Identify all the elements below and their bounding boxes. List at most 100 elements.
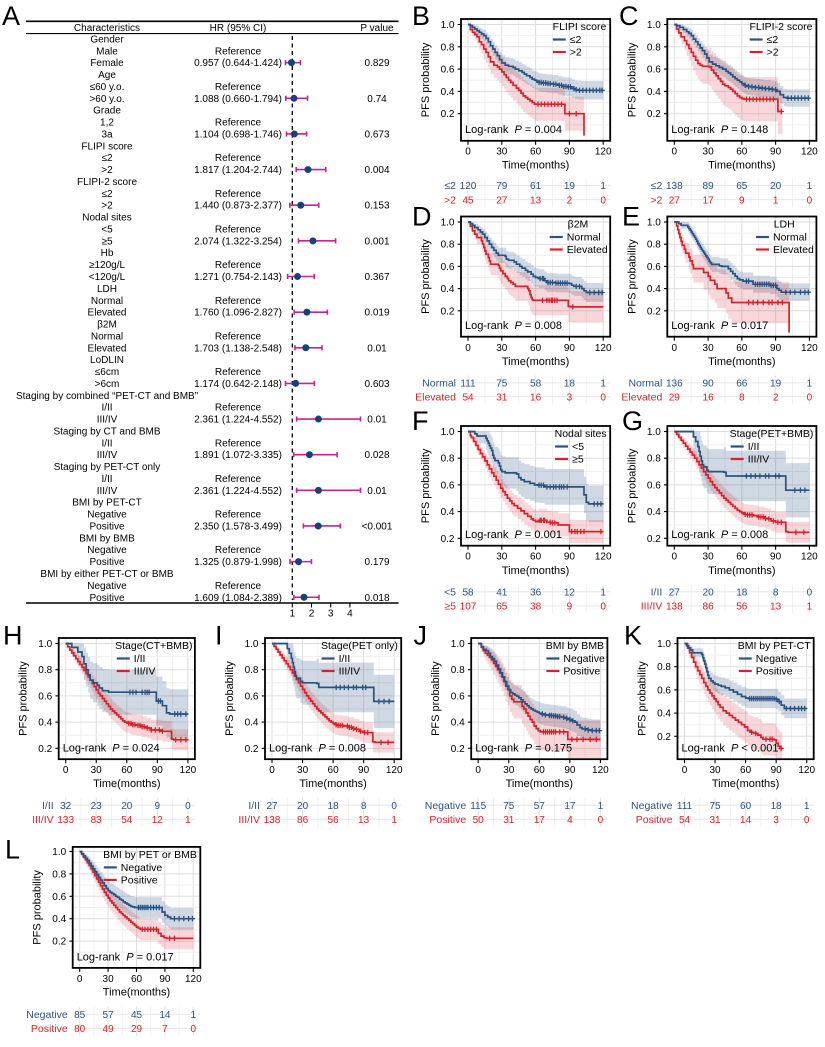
svg-text:60: 60 xyxy=(530,146,542,157)
svg-text:138: 138 xyxy=(666,181,683,192)
svg-text:Reference: Reference xyxy=(215,403,262,414)
svg-text:P value: P value xyxy=(360,23,394,34)
svg-text:60: 60 xyxy=(736,552,748,563)
svg-text:1.0: 1.0 xyxy=(38,639,52,650)
svg-text:1.325 (0.879-1.998): 1.325 (0.879-1.998) xyxy=(194,557,282,568)
svg-text:>60 y.o.: >60 y.o. xyxy=(89,94,124,105)
svg-text:107: 107 xyxy=(460,602,477,613)
svg-text:2: 2 xyxy=(773,393,779,404)
svg-text:Positive: Positive xyxy=(31,1023,68,1035)
svg-text:Time(months): Time(months) xyxy=(712,778,779,790)
svg-text:C: C xyxy=(619,1,639,31)
svg-text:8: 8 xyxy=(361,801,367,812)
svg-text:30: 30 xyxy=(503,765,515,776)
svg-text:Reference: Reference xyxy=(215,581,262,592)
svg-text:0.4: 0.4 xyxy=(647,87,661,98)
svg-text:BMI by BMB: BMI by BMB xyxy=(79,533,135,544)
svg-text:I/II: I/II xyxy=(101,403,112,414)
svg-text:FLIPI-2 score: FLIPI-2 score xyxy=(749,21,812,33)
svg-text:90: 90 xyxy=(564,765,576,776)
svg-text:1: 1 xyxy=(391,815,397,826)
svg-text:Time(months): Time(months) xyxy=(708,160,775,172)
svg-text:0.8: 0.8 xyxy=(647,42,661,53)
svg-text:1: 1 xyxy=(600,588,606,599)
svg-text:Hb: Hb xyxy=(101,248,114,259)
svg-text:90: 90 xyxy=(770,552,782,563)
svg-text:0: 0 xyxy=(807,393,813,404)
svg-text:16: 16 xyxy=(703,393,715,404)
svg-text:Time(months): Time(months) xyxy=(708,565,775,577)
svg-text:86: 86 xyxy=(297,815,309,826)
svg-text:0.4: 0.4 xyxy=(245,718,259,729)
svg-text:0.6: 0.6 xyxy=(647,480,661,491)
svg-text:120: 120 xyxy=(185,974,202,985)
svg-text:80: 80 xyxy=(74,1024,86,1035)
svg-text:36: 36 xyxy=(530,588,542,599)
svg-text:FLIPI score: FLIPI score xyxy=(81,141,133,152)
svg-text:≤60 y.o.: ≤60 y.o. xyxy=(90,82,125,93)
svg-text:1: 1 xyxy=(598,801,604,812)
svg-text:0.001: 0.001 xyxy=(364,236,389,247)
svg-text:20: 20 xyxy=(297,801,309,812)
svg-text:0.4: 0.4 xyxy=(647,507,661,518)
svg-text:30: 30 xyxy=(103,974,115,985)
svg-text:120: 120 xyxy=(180,765,197,776)
svg-text:0.6: 0.6 xyxy=(647,65,661,76)
svg-text:Age: Age xyxy=(98,70,116,81)
svg-text:0: 0 xyxy=(807,195,813,206)
svg-text:Reference: Reference xyxy=(215,82,262,93)
svg-text:90: 90 xyxy=(564,146,576,157)
svg-text:PFS probability: PFS probability xyxy=(224,661,236,736)
svg-text:0: 0 xyxy=(465,343,471,354)
svg-text:Nodal sites: Nodal sites xyxy=(555,428,607,440)
svg-text:38: 38 xyxy=(530,602,542,613)
svg-text:>2: >2 xyxy=(767,47,779,59)
svg-text:≤2: ≤2 xyxy=(101,153,112,164)
svg-text:≤2: ≤2 xyxy=(444,180,456,192)
svg-text:0: 0 xyxy=(191,1024,197,1035)
svg-text:54: 54 xyxy=(462,393,474,404)
svg-text:60: 60 xyxy=(530,552,542,563)
svg-text:27: 27 xyxy=(669,588,681,599)
svg-text:LDH: LDH xyxy=(97,284,117,295)
svg-text:0.4: 0.4 xyxy=(451,718,465,729)
svg-text:2: 2 xyxy=(309,609,315,620)
svg-text:120: 120 xyxy=(460,181,477,192)
svg-text:0.8: 0.8 xyxy=(441,240,455,251)
svg-text:1.0: 1.0 xyxy=(647,427,661,438)
svg-text:133: 133 xyxy=(57,815,74,826)
svg-text:0.829: 0.829 xyxy=(364,58,389,69)
svg-text:0.6: 0.6 xyxy=(647,262,661,273)
svg-text:0: 0 xyxy=(672,146,678,157)
svg-text:β2M: β2M xyxy=(568,219,589,231)
svg-text:0: 0 xyxy=(475,765,481,776)
svg-text:Staging by PET-CT only: Staging by PET-CT only xyxy=(54,462,161,473)
svg-text:0.4: 0.4 xyxy=(441,507,455,518)
svg-text:Normal: Normal xyxy=(422,378,456,390)
svg-text:III/IV: III/IV xyxy=(134,666,156,678)
svg-text:58: 58 xyxy=(530,379,542,390)
svg-text:≥5: ≥5 xyxy=(572,454,584,466)
svg-text:20: 20 xyxy=(121,801,133,812)
svg-text:30: 30 xyxy=(297,765,309,776)
svg-text:27: 27 xyxy=(669,195,681,206)
svg-text:Grade: Grade xyxy=(93,106,121,117)
svg-text:Nodal sites: Nodal sites xyxy=(82,213,131,224)
svg-text:18: 18 xyxy=(564,379,576,390)
svg-text:41: 41 xyxy=(496,588,508,599)
svg-text:BMI by either PET-CT or BMB: BMI by either PET-CT or BMB xyxy=(40,569,174,580)
svg-text:Elevated: Elevated xyxy=(88,308,127,319)
svg-text:120: 120 xyxy=(592,765,609,776)
svg-text:≥120g/L: ≥120g/L xyxy=(89,260,126,271)
svg-text:2: 2 xyxy=(567,195,573,206)
svg-text:Stage(PET only): Stage(PET only) xyxy=(321,640,398,652)
svg-text:0: 0 xyxy=(269,765,275,776)
svg-text:Time(months): Time(months) xyxy=(502,160,569,172)
svg-text:1.703 (1.138-2.548): 1.703 (1.138-2.548) xyxy=(194,343,282,354)
svg-text:F: F xyxy=(412,406,429,436)
svg-text:>6cm: >6cm xyxy=(95,379,120,390)
svg-text:18: 18 xyxy=(736,588,748,599)
svg-text:0.004: 0.004 xyxy=(364,165,389,176)
svg-text:Female: Female xyxy=(90,58,124,69)
svg-text:0: 0 xyxy=(672,552,678,563)
